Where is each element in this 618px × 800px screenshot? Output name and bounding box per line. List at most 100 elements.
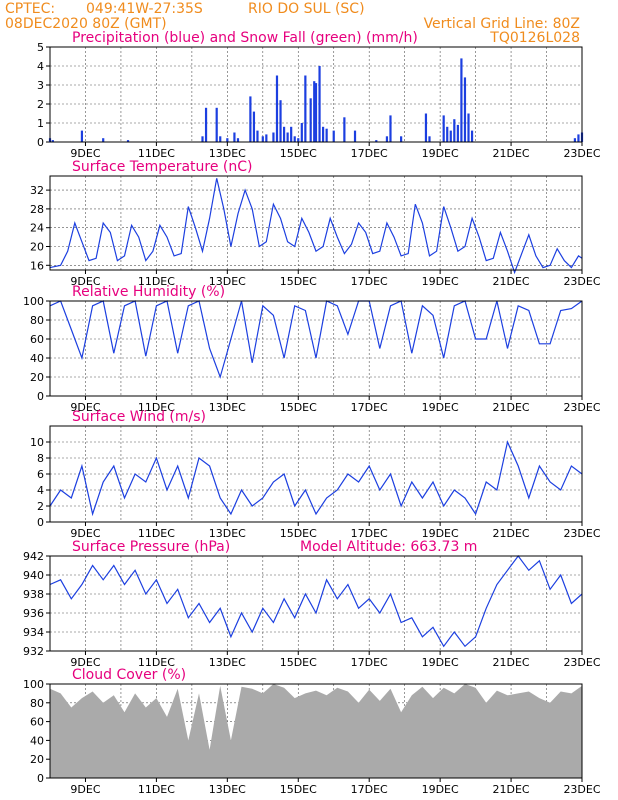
precip-bar [400,136,403,142]
panel-title: Relative Humidity (%) [72,284,225,300]
precip-bar [313,81,316,142]
series-line [49,554,583,648]
panel-title: Surface Temperature (nC) [72,159,253,175]
x-tick-label: 13DEC [209,275,246,288]
precip-bar [290,126,293,142]
y-tick-label: 0 [37,516,44,529]
x-tick-label: 15DEC [280,275,317,288]
y-tick-label: 80 [30,314,44,327]
y-tick-label: 2 [37,98,44,111]
y-tick-label: 0 [37,390,44,403]
precip-bar [304,75,307,142]
x-tick-label: 11DEC [138,275,175,288]
precip-bar [325,128,328,142]
y-tick-label: 6 [37,468,44,481]
precip-bar [309,98,312,142]
precip-bar [249,96,252,142]
x-tick-label: 17DEC [351,275,388,288]
panel-title: Surface Wind (m/s) [72,409,206,425]
x-tick-label: 21DEC [493,527,530,540]
x-tick-label: 13DEC [209,401,246,414]
x-tick-label: 19DEC [422,656,459,669]
y-tick-label: 942 [23,550,44,563]
x-tick-label: 15DEC [280,401,317,414]
x-tick-label: 21DEC [493,401,530,414]
precip-bar [428,136,431,142]
precip-bar [226,138,229,142]
x-tick-label: 9DEC [70,527,100,540]
y-tick-label: 4 [37,484,44,497]
x-tick-label: 11DEC [138,401,175,414]
x-tick-label: 13DEC [209,656,246,669]
y-tick-label: 4 [37,60,44,73]
y-tick-label: 20 [30,371,44,384]
precip-bar [297,138,300,142]
plot-frame [49,425,583,523]
precip-bar [577,134,580,142]
x-tick-label: 11DEC [138,656,175,669]
y-tick-label: 10 [30,436,44,449]
y-tick-label: 932 [23,645,44,658]
precip-bar [293,136,296,142]
precip-bar [453,119,456,142]
x-tick-label: 23DEC [563,527,600,540]
plot-frame [49,555,583,652]
x-tick-label: 21DEC [493,783,530,796]
y-tick-label: 32 [30,184,44,197]
plot-frame [49,175,583,271]
y-tick-label: 40 [30,734,44,747]
y-tick-label: 80 [30,697,44,710]
precip-bar [201,136,204,142]
panel-title: Precipitation (blue) and Snow Fall (gree… [72,30,418,46]
x-tick-label: 17DEC [351,401,388,414]
y-tick-label: 3 [37,79,44,92]
y-tick-label: 16 [30,259,44,272]
y-tick-label: 1 [37,117,44,130]
y-tick-label: 0 [37,136,44,149]
header-coordinates: 049:41W-27:35S [86,1,203,17]
x-tick-label: 15DEC [280,783,317,796]
series-line [49,300,583,379]
precip-bar [275,75,279,142]
precip-bar [318,66,321,142]
plot-frame [49,46,583,143]
x-tick-label: 19DEC [422,147,459,160]
y-tick-label: 100 [23,678,44,691]
panel-annotation: Model Altitude: 663.73 m [300,539,477,555]
precip-bar [204,107,208,142]
y-tick-label: 2 [37,500,44,513]
x-tick-label: 15DEC [280,527,317,540]
x-tick-label: 9DEC [70,783,100,796]
series-line [49,440,583,517]
y-tick-label: 60 [30,716,44,729]
precip-bar [272,132,275,142]
y-tick-label: 20 [30,753,44,766]
x-tick-label: 23DEC [563,275,600,288]
x-tick-label: 9DEC [70,401,100,414]
header-source: CPTEC: [5,1,56,17]
y-tick-label: 24 [30,222,44,235]
y-tick-label: 40 [30,352,44,365]
x-tick-label: 19DEC [422,527,459,540]
y-tick-label: 100 [23,295,44,308]
y-tick-label: 940 [23,569,44,582]
y-tick-label: 20 [30,241,44,254]
precip-bar [375,140,378,142]
y-tick-label: 934 [23,626,44,639]
precip-bar [236,138,240,142]
x-tick-label: 21DEC [493,656,530,669]
x-tick-label: 17DEC [351,527,388,540]
x-tick-label: 23DEC [563,401,600,414]
x-tick-label: 11DEC [138,783,175,796]
precip-bar [51,140,54,142]
series-line [49,178,583,275]
precip-bar [385,136,389,142]
x-tick-label: 23DEC [563,783,600,796]
precip-bar [256,130,259,142]
x-tick-label: 13DEC [209,527,246,540]
precip-bar [80,130,84,142]
precip-bar [463,77,467,142]
x-tick-label: 21DEC [493,275,530,288]
y-tick-label: 60 [30,333,44,346]
